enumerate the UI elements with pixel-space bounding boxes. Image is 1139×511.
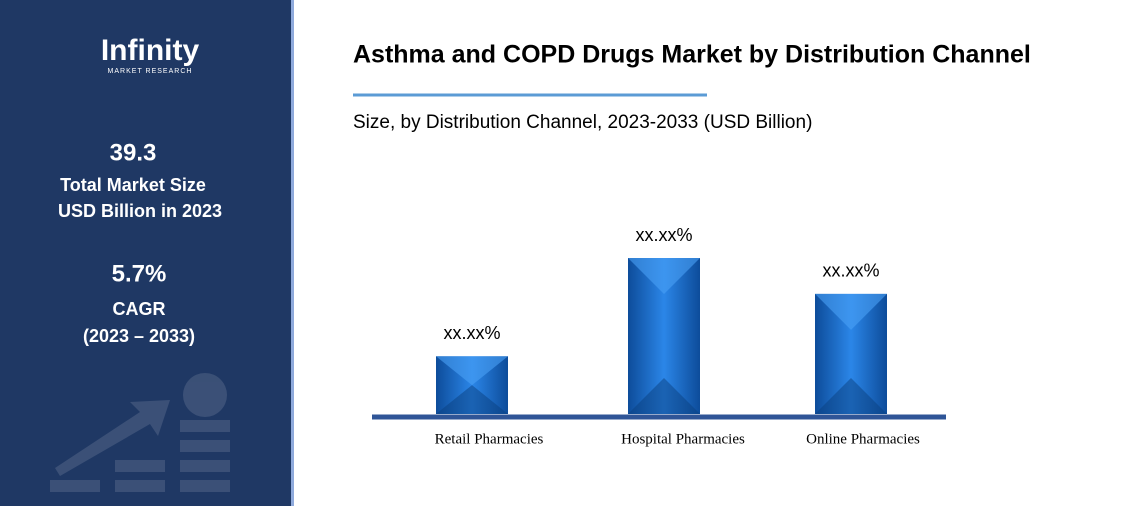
x-tick-label: Retail Pharmacies (435, 431, 544, 447)
decor-icon (50, 373, 230, 492)
chart-title: Asthma and COPD Drugs Market by Distribu… (353, 41, 1031, 69)
brand-sub: MARKET RESEARCH (108, 68, 193, 75)
bar-bevel (436, 385, 508, 414)
sidebar (0, 0, 293, 506)
bar-bevel (628, 258, 700, 294)
chart-subtitle: Size, by Distribution Channel, 2023-2033… (353, 112, 812, 133)
value-label: xx.xx% (443, 323, 500, 343)
x-tick-label: Hospital Pharmacies (621, 431, 745, 447)
market-size-label: USD Billion in 2023 (58, 201, 222, 221)
sidebar-edge (291, 0, 294, 506)
brand: Infinity (101, 34, 200, 67)
market-size-label: Total Market Size (60, 175, 206, 195)
bar-bevel (815, 293, 887, 330)
cagr-label: CAGR (113, 299, 166, 319)
market-size: 39.3 (110, 139, 157, 166)
bar-bevel (436, 356, 508, 386)
bar-bevel (815, 378, 887, 414)
cagr: 5.7% (112, 260, 167, 287)
cagr-period: (2023 – 2033) (83, 326, 195, 346)
bar-bevel (628, 378, 700, 414)
value-label: xx.xx% (822, 261, 879, 281)
value-label: xx.xx% (635, 225, 692, 245)
x-tick-label: Online Pharmacies (806, 431, 920, 447)
